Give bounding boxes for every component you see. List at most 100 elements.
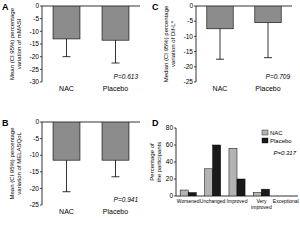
bar [102,6,129,40]
panel: AMean (CI 95%) percentagevariation of mM… [2,2,140,92]
y-tick-label: -30 [30,78,40,85]
bar [188,193,196,196]
y-tick-label: -25 [30,66,40,73]
error-cap [216,59,224,60]
error-bar [63,39,71,57]
panel-letter: C [152,2,159,12]
figure: AMean (CI 95%) percentagevariation of mM… [0,0,300,230]
y-tick-label: -25 [30,201,40,208]
legend-swatch [262,130,268,135]
y-tick-label: -15 [30,40,40,47]
bar [286,196,294,197]
bar [102,122,129,160]
error-cap [112,63,120,64]
bar [229,148,237,196]
bar [255,6,281,23]
panel: C Median (CI 95%) percentagevariation of … [152,2,292,92]
marks [180,145,269,196]
error-stem [115,160,116,177]
error-cap [264,57,272,58]
label-line: the participants [156,142,162,183]
y-tick-label: 60 [166,141,174,148]
error-stem [115,40,116,63]
bar [237,179,245,196]
marks [53,6,129,63]
y-tick-label: 0 [35,118,39,125]
error-cap [63,56,71,57]
x-tick-label: Improved [227,198,248,204]
error-stem [66,39,67,57]
error-stem [66,160,67,192]
x-tick-label: Placebo [103,208,128,215]
y-tick-label: -15 [30,168,40,175]
bar [278,196,286,197]
panel: BMean (CI 95%) percentagevariation of ME… [2,118,140,215]
panel: DPercentage ofthe participants020406080W… [149,118,299,210]
label-line: variation of MELASQoL [16,131,22,194]
p-value: P=0.941 [114,196,139,203]
y-axis-label: Mean (CI 95%) percentagevariation of MEL… [9,127,22,200]
y-axis-line [196,6,197,82]
bar [213,145,221,196]
y-tick-label: -25 [184,78,194,85]
bar [53,122,80,160]
error-cap [63,191,71,192]
label-line: variation of Dif-L* [170,20,176,67]
label-line: Median (CI 95%) percentage [163,5,169,82]
y-axis-label: Percentage ofthe participants [149,142,162,183]
marks [207,6,281,59]
error-stem [220,29,221,59]
error-bar [112,160,120,177]
y-tick-label: -10 [30,28,40,35]
label-line: improved [251,204,272,210]
p-value: P=0.613 [114,73,139,80]
error-stem [268,23,269,58]
x-tick-label: Placebo [103,85,128,92]
bar [53,6,80,39]
y-axis-label: Median (CI 95%) percentagevariation of D… [163,5,176,82]
panel-letter: B [2,118,9,128]
y-tick-label: 80 [166,124,174,131]
x-tick-label: Unchanged [200,198,226,204]
label-line: Percentage of [149,143,155,181]
y-tick-label: 0 [35,2,39,9]
error-bar [112,40,120,63]
p-value: P=0.317 [273,150,296,156]
y-tick-label: -20 [184,63,194,70]
x-tick-label: Worsened [177,198,200,204]
bar [205,169,213,196]
bar [253,193,261,196]
y-tick-label: -5 [187,17,193,24]
x-tick-label: NAC [59,85,74,92]
y-tick-label: -5 [33,135,39,142]
y-tick-label: -5 [33,15,39,22]
error-bar [63,160,71,192]
y-axis-line [42,122,43,205]
label-line: Mean (CI 95%) percentage [9,7,15,80]
y-axis-line [176,128,177,196]
y-tick-label: -15 [184,48,194,55]
legend-label: NAC [270,130,283,136]
label-line: variation of mMASI [16,18,22,69]
y-axis-line [42,6,43,82]
y-axis-label: Mean (CI 95%) percentagevariation of mMA… [9,7,22,80]
legend-swatch [262,138,268,143]
x-tick-label: Exceptional [273,198,299,204]
bar [180,190,188,196]
x-tick-label: Placebo [255,85,280,92]
y-tick-label: 0 [189,2,193,9]
bar [207,6,233,29]
x-tick-label: Veryimproved [251,198,272,210]
legend-label: Placebo [270,138,292,144]
y-tick-label: 20 [166,175,174,182]
y-tick-label: -10 [184,33,194,40]
y-tick-label: -20 [30,53,40,60]
error-cap [112,176,120,177]
y-tick-label: -20 [30,185,40,192]
x-tick-label: NAC [59,208,74,215]
error-bar [264,23,272,58]
panel-letter: A [2,2,9,12]
panel-letter: D [152,118,159,128]
marks [53,122,129,192]
x-tick-label: NAC [213,85,228,92]
